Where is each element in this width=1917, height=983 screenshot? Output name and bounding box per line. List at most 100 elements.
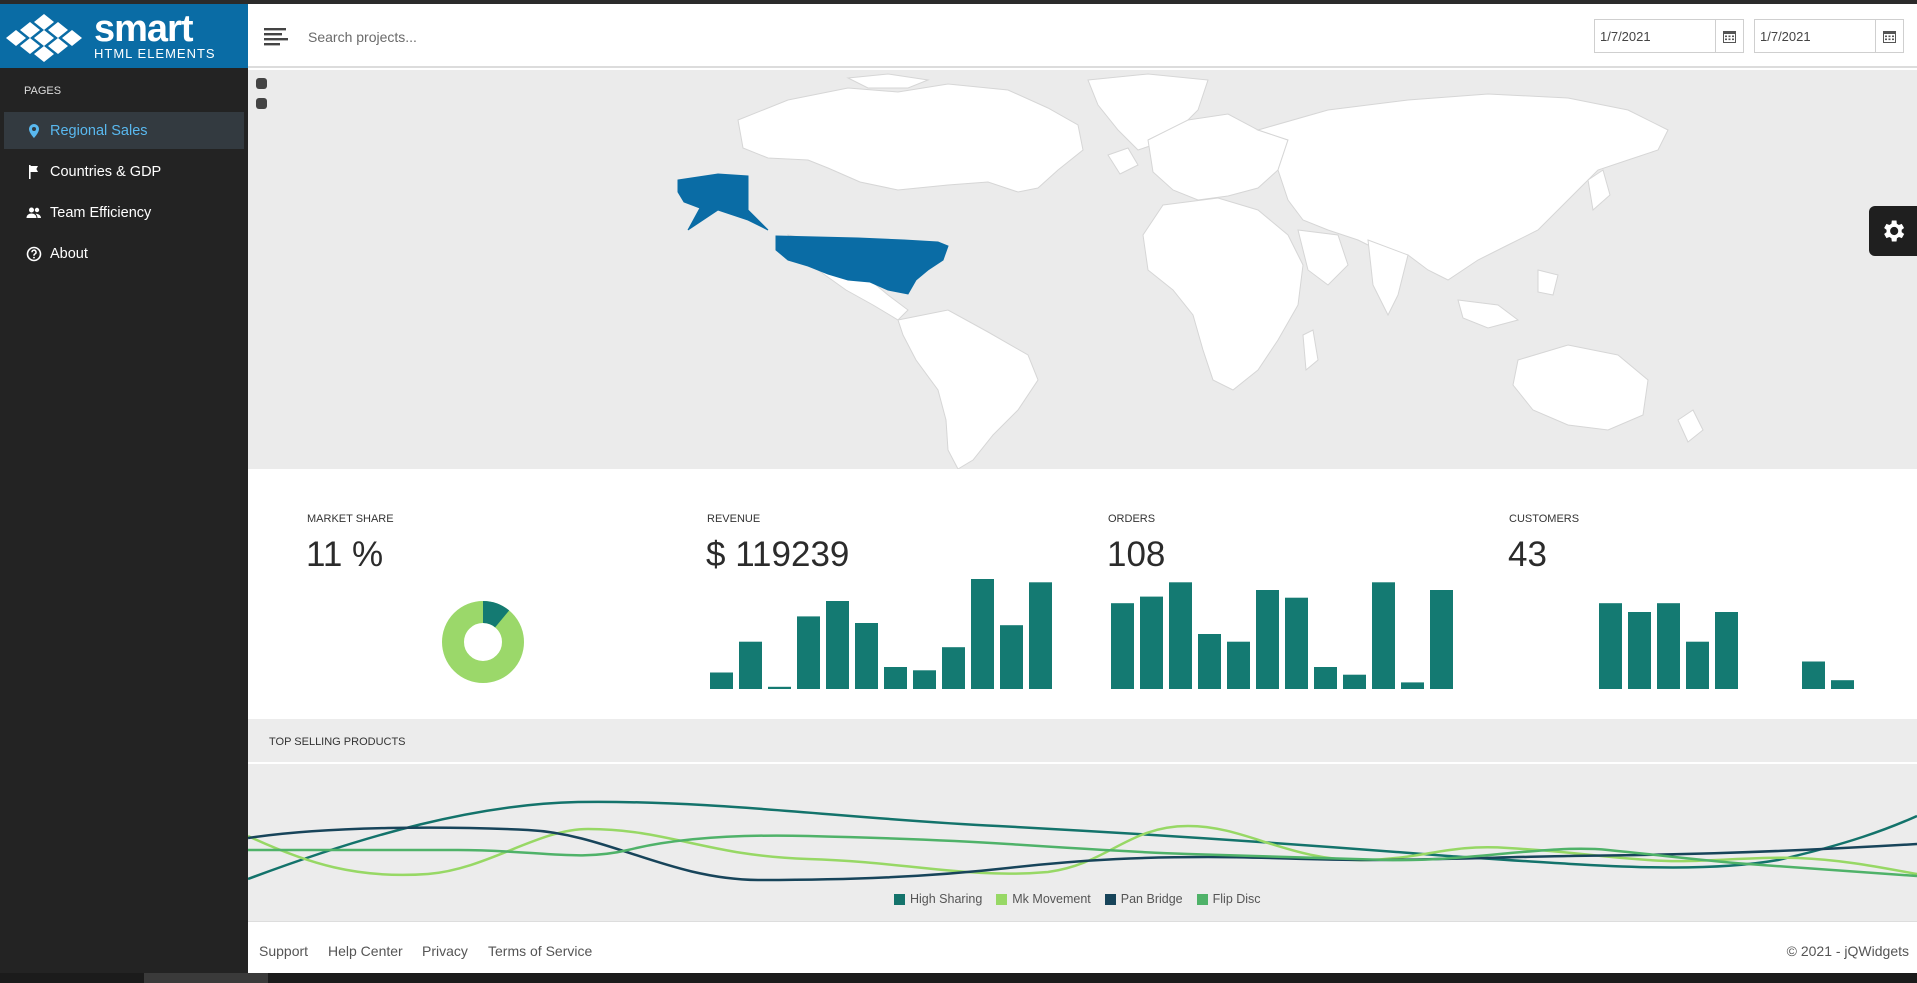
window-top-strip [0, 0, 1917, 4]
legend-item-flip-disc[interactable]: Flip Disc [1196, 892, 1261, 906]
map-zoom-controls [256, 78, 267, 118]
customers-bar [1802, 661, 1825, 689]
search-input[interactable] [308, 21, 708, 53]
revenue-bar [971, 579, 994, 689]
orders-bar [1285, 597, 1308, 689]
sidebar-item-label: About [50, 245, 88, 262]
orders-bar [1372, 582, 1395, 689]
footer-link-terms[interactable]: Terms of Service [488, 943, 593, 959]
revenue-bar [768, 686, 791, 689]
revenue-bar [826, 601, 849, 689]
taskbar-active-app[interactable] [144, 973, 268, 983]
revenue-bar [884, 667, 907, 689]
legend-swatch [1196, 893, 1208, 905]
kpi-label: MARKET SHARE [307, 513, 394, 525]
kpi-value: 43 [1508, 535, 1547, 574]
revenue-bar [739, 641, 762, 689]
sidebar-item-regional-sales[interactable]: Regional Sales [4, 112, 244, 149]
revenue-bar [797, 616, 820, 689]
orders-bar [1256, 590, 1279, 689]
main-content: 1/7/2021 1/7/2021 [248, 4, 1917, 973]
gear-icon [1884, 220, 1905, 242]
brand-name: smart [94, 8, 193, 50]
footer-copyright: © 2021 - jQWidgets [1786, 943, 1909, 959]
settings-button[interactable] [1869, 206, 1917, 256]
legend-item-mk-movement[interactable]: Mk Movement [996, 892, 1091, 906]
zoom-out-button[interactable] [256, 98, 267, 109]
sidebar-item-countries-gdp[interactable]: Countries & GDP [4, 153, 244, 190]
help-circle-icon [26, 246, 42, 261]
orders-bar [1343, 674, 1366, 689]
date-from-picker[interactable]: 1/7/2021 [1594, 19, 1744, 53]
sidebar-item-about[interactable]: About [4, 235, 244, 272]
world-map[interactable] [248, 70, 1917, 469]
donut-share-arc [442, 601, 524, 683]
customers-bar [1831, 680, 1854, 689]
sidebar: smart HTML ELEMENTS PAGES Regional Sales… [0, 4, 248, 973]
customers-bar [1686, 641, 1709, 689]
market-share-donut [442, 601, 524, 683]
sidebar-item-label: Countries & GDP [50, 163, 162, 180]
sidebar-item-team-efficiency[interactable]: Team Efficiency [4, 194, 244, 231]
kpi-value: $ 119239 [706, 535, 850, 574]
calendar-icon[interactable] [1716, 20, 1743, 52]
os-taskbar [0, 973, 1917, 983]
orders-bar-chart [1111, 582, 1453, 689]
legend-item-pan-bridge[interactable]: Pan Bridge [1104, 892, 1183, 906]
orders-bar [1314, 667, 1337, 689]
legend-label: High Sharing [910, 892, 983, 906]
products-line-chart [248, 800, 1917, 882]
people-icon [26, 207, 41, 218]
zoom-in-button[interactable] [256, 78, 267, 89]
series-line-high-sharing [248, 800, 1917, 881]
legend-label: Pan Bridge [1120, 892, 1183, 906]
usa-highlight [775, 235, 949, 295]
date-to-picker[interactable]: 1/7/2021 [1754, 19, 1904, 53]
orders-bar [1169, 582, 1192, 689]
kpi-label: CUSTOMERS [1509, 513, 1580, 525]
revenue-bar [1000, 625, 1023, 689]
legend-swatch [1104, 893, 1116, 905]
brand-logo[interactable]: smart HTML ELEMENTS [0, 4, 248, 68]
legend-swatch [894, 893, 905, 905]
pages-section-label: PAGES [24, 85, 62, 97]
revenue-bar-chart [710, 579, 1052, 689]
brand-subtitle: HTML ELEMENTS [94, 46, 216, 61]
world-map-svg [677, 73, 1704, 469]
customers-bar [1628, 612, 1651, 689]
orders-bar [1401, 682, 1424, 689]
footer-link-help-center[interactable]: Help Center [328, 943, 403, 959]
sidebar-item-label: Team Efficiency [50, 204, 152, 221]
footer-link-support[interactable]: Support [259, 943, 309, 959]
kpi-customers: CUSTOMERS 43 [1450, 469, 1854, 719]
orders-bar [1430, 590, 1453, 689]
revenue-bar [1029, 582, 1052, 689]
date-to-value[interactable]: 1/7/2021 [1755, 20, 1877, 52]
revenue-bar [913, 670, 936, 689]
footer-link-privacy[interactable]: Privacy [422, 943, 468, 959]
orders-bar [1198, 634, 1221, 689]
customers-bar [1599, 603, 1622, 689]
date-from-value[interactable]: 1/7/2021 [1595, 20, 1717, 52]
kpi-market-share: MARKET SHARE 11 % [248, 469, 648, 719]
top-header: 1/7/2021 1/7/2021 [248, 4, 1917, 68]
customers-bar [1657, 603, 1680, 689]
hamburger-menu-icon[interactable] [264, 26, 290, 48]
calendar-icon[interactable] [1876, 20, 1903, 52]
kpi-revenue: REVENUE $ 119239 [648, 469, 1052, 719]
kpi-value: 11 % [306, 535, 384, 574]
kpi-row: MARKET SHARE 11 % REVENUE $ 119239 ORDER… [248, 469, 1917, 719]
legend-item-high-sharing[interactable]: High Sharing [894, 892, 982, 906]
kpi-value: 108 [1107, 535, 1166, 574]
revenue-bar [855, 623, 878, 689]
alaska-highlight [677, 173, 769, 231]
revenue-bar [710, 672, 733, 689]
footer: Support Help Center Privacy Terms of Ser… [248, 921, 1917, 973]
series-line-flip-disc [248, 834, 1917, 878]
kpi-label: ORDERS [1108, 513, 1156, 525]
orders-bar [1111, 603, 1134, 689]
top-selling-products-panel: TOP SELLING PRODUCTS High Sharing Mk Mov… [248, 719, 1917, 921]
revenue-bar [942, 647, 965, 689]
products-legend: High Sharing Mk Movement Pan Bridge Flip… [894, 892, 1275, 906]
